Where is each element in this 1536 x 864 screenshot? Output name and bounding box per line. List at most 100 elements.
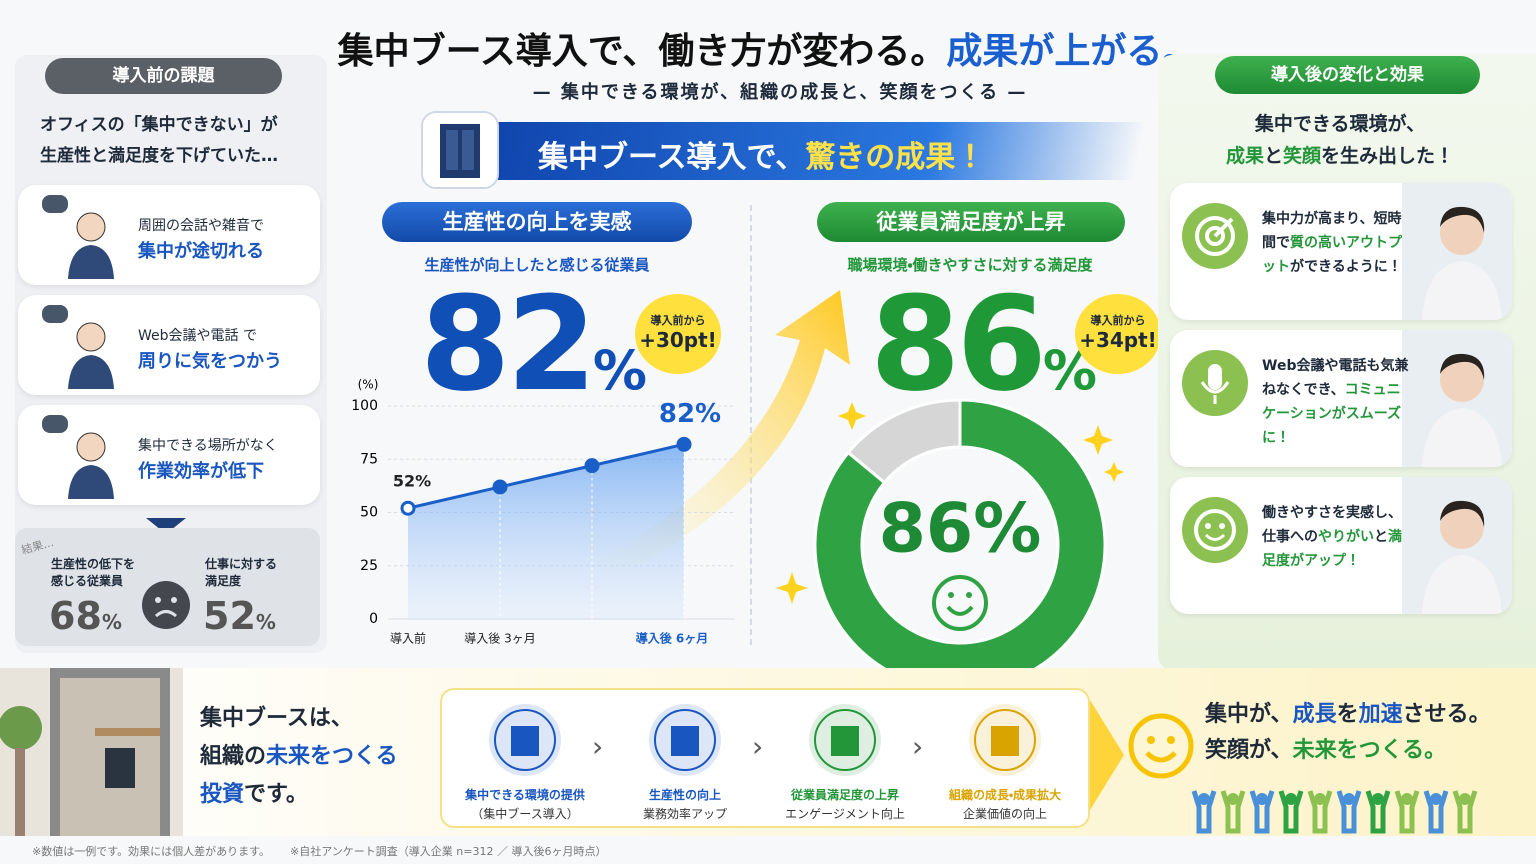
- point: [400, 500, 416, 516]
- flow-title: 従業員満足度の上昇: [790, 788, 899, 802]
- before-lead: オフィスの「集中できない」が 生産性と満足度を下げていた…: [40, 110, 278, 172]
- flow-icon: [969, 704, 1041, 776]
- stat-label: 仕事に対する 満足度: [205, 556, 277, 590]
- effect-text: Web会議や電話も気兼ねなくでき、コミュニケーションがスムーズに！: [1262, 354, 1412, 450]
- text-line: 集中できる環境が、: [1170, 108, 1510, 140]
- y-tick-label: 100: [351, 398, 378, 414]
- y-tick-label: 0: [369, 611, 378, 627]
- person-body: [1249, 790, 1275, 834]
- person-body: [1365, 790, 1391, 834]
- text-segment: と: [1374, 529, 1388, 545]
- effect-icon: [1182, 350, 1248, 416]
- text-segment: 未来をつくる。: [1292, 738, 1447, 763]
- text-segment: 集中が、: [1205, 702, 1293, 727]
- flow-icon: [489, 704, 561, 776]
- text-line: 笑顔が、未来をつくる。: [1205, 733, 1491, 769]
- effect-photo: [1402, 183, 1512, 320]
- closing-message: 集中が、成長を加速させる。 笑顔が、未来をつくる。: [1205, 697, 1491, 769]
- productivity-subtitle: 生産性が向上したと感じる従業員: [424, 256, 650, 274]
- flow-title: 集中できる環境の提供: [465, 788, 585, 802]
- text-segment: 投資: [200, 782, 245, 807]
- flow-chevron: ›: [592, 730, 604, 763]
- lead-line: 生産性と満足度を下げていた…: [40, 146, 278, 166]
- effect-card: Web会議や電話も気兼ねなくでき、コミュニケーションがスムーズに！: [1170, 330, 1512, 467]
- text-segment: 未来をつくる: [266, 744, 398, 769]
- badge-label: 導入前から: [650, 314, 706, 327]
- person-body: [1191, 790, 1217, 834]
- big-number: 82: [420, 268, 597, 420]
- text-segment: 成果: [1225, 145, 1264, 167]
- flow-sub: 業務効率アップ: [642, 807, 727, 821]
- text-segment: やりがい: [1318, 529, 1374, 545]
- person-head: [1227, 793, 1239, 805]
- issue-card: Web会議や電話 で周りに気をつかう: [18, 295, 320, 395]
- x-tick-label: 導入前: [390, 631, 426, 646]
- text-segment: 成長: [1292, 702, 1337, 727]
- person-body: [1394, 790, 1420, 834]
- flow-icon: [809, 704, 881, 776]
- y-tick-label: 75: [360, 451, 378, 467]
- bubble: [42, 195, 68, 213]
- data-label: 82%: [659, 399, 721, 429]
- lead-line: オフィスの「集中できない」が: [40, 115, 278, 135]
- x-tick-label: 導入後 3ヶ月: [464, 632, 535, 646]
- stat-number: 68: [49, 594, 102, 638]
- center-label: 86%: [879, 490, 1042, 569]
- flow-icon: [649, 704, 721, 776]
- person-body: [1423, 790, 1449, 834]
- text-line: 集中ブースは、: [200, 700, 398, 738]
- text-segment: 満足度がアップ！: [1262, 529, 1402, 569]
- issue-illustration: [42, 305, 114, 389]
- y-axis-label: (%): [358, 378, 379, 392]
- issue-illustration: [42, 195, 114, 279]
- flow-arrow: [1090, 700, 1124, 810]
- flow-step: 従業員満足度の上昇 エンゲージメント向上: [770, 690, 920, 822]
- flow-chevron: ›: [752, 730, 764, 763]
- bubble: [42, 415, 68, 433]
- text-line: 投資です。: [200, 776, 398, 814]
- text-segment: と: [1263, 145, 1283, 167]
- person-head: [1430, 793, 1442, 805]
- person-body: [1278, 790, 1304, 834]
- issue-text: Web会議や電話 で周りに気をつかう: [138, 323, 282, 375]
- satisfaction-subtitle: 職場環境・働きやすさに対する満足度: [847, 256, 1093, 274]
- footnote: ※数値は一例です。効果には個人差があります。: [32, 845, 271, 858]
- badge: 導入前から +34pt!: [1075, 294, 1161, 374]
- text-line: 集中が、成長を加速させる。: [1205, 697, 1491, 733]
- flow-step: 生産性の向上 業務効率アップ: [610, 690, 760, 822]
- badge-label: 導入前から: [1090, 314, 1146, 327]
- people-row: [1191, 790, 1478, 834]
- issue-plain: 周囲の会話や雑音で: [138, 218, 264, 234]
- effect-text: 集中力が高まり、短時間で質の高いアウトプットができるように！: [1262, 207, 1412, 279]
- flow-box: 集中できる環境の提供 （集中ブース導入） › 生産性の向上 業務効率アップ › 従業員満足度…: [440, 688, 1090, 828]
- booth-photo: [0, 668, 183, 836]
- text-segment: コミュニケーションがスムーズに！: [1262, 382, 1402, 446]
- y-tick-label: 25: [360, 558, 378, 574]
- badge-value: +30pt!: [639, 328, 717, 352]
- text-segment: 加速: [1358, 702, 1403, 727]
- subtitle-text: 集中できる環境が、組織の成長と、笑顔をつくる: [560, 82, 1000, 103]
- big-number: 86: [870, 268, 1047, 420]
- banner-accent: 驚きの成果！: [805, 140, 986, 175]
- stat-number: 52: [203, 594, 256, 638]
- effect-card: 集中力が高まり、短時間で質の高いアウトプットができるように！: [1170, 183, 1512, 320]
- effect-icon: [1182, 203, 1248, 269]
- subtitle: — 集中できる環境が、組織の成長と、笑顔をつくる —: [532, 82, 1028, 103]
- down-arrow: [146, 518, 186, 534]
- person-head: [1343, 793, 1355, 805]
- donut-segment: [813, 398, 1107, 692]
- flow-sub: （集中ブース導入）: [471, 807, 579, 821]
- point: [584, 458, 600, 474]
- productivity-big: 82%: [420, 268, 647, 420]
- productivity-title: 生産性の向上を実感: [382, 202, 692, 242]
- person-head: [1285, 793, 1297, 805]
- text-segment: 集中できる環境が、: [1254, 113, 1426, 135]
- text-segment: です。: [244, 782, 308, 807]
- person-head: [1401, 793, 1413, 805]
- text-segment: 質の高いアウトプット: [1262, 235, 1402, 275]
- title-main: 集中ブース導入で、働き方が変わる。: [337, 31, 947, 72]
- divider: [750, 205, 752, 645]
- head: [76, 432, 106, 462]
